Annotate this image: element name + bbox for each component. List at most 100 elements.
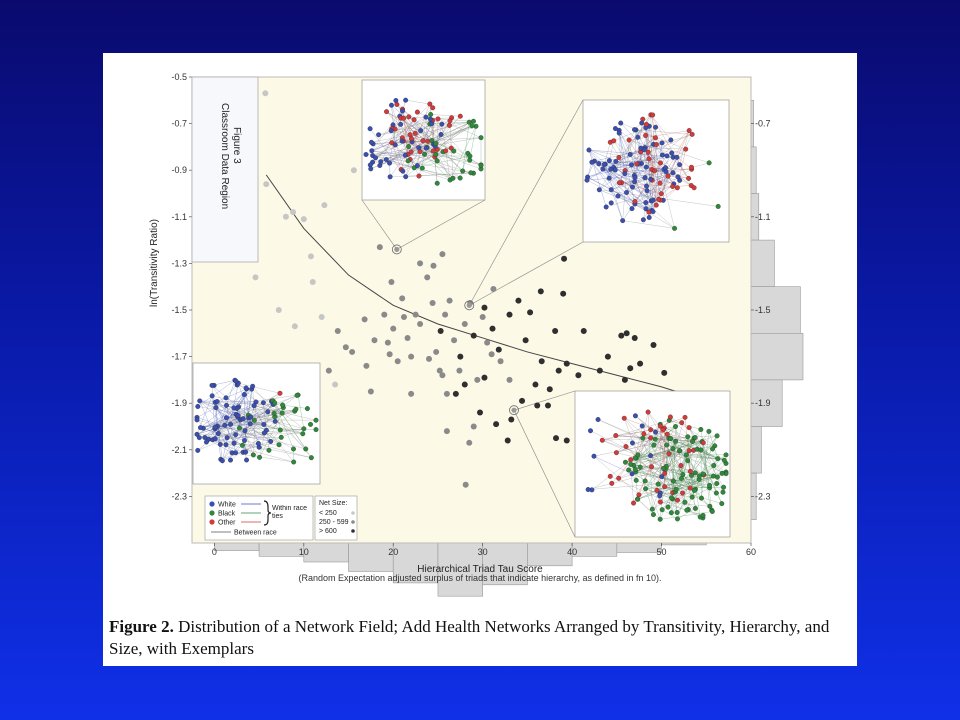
inset-node: [439, 121, 445, 127]
inset-node: [613, 158, 619, 164]
inset-edge: [417, 134, 442, 166]
inset-node: [434, 158, 440, 164]
inset-edge: [370, 103, 430, 166]
inset-node: [644, 188, 650, 194]
inset-node: [373, 155, 378, 161]
inset-node: [644, 183, 650, 189]
inset-node: [425, 138, 431, 144]
inset-node: [672, 225, 678, 231]
legend: White Black Other Within race ties Betwe…: [204, 495, 314, 541]
inset-node: [209, 393, 215, 399]
inset-node: [686, 175, 692, 181]
inset-node: [247, 421, 253, 427]
inset-node: [720, 489, 726, 495]
x-tick-label: 20: [388, 547, 398, 557]
y-tick-label: -0.7: [171, 119, 187, 129]
inset-node: [658, 160, 663, 166]
inset-node: [606, 158, 612, 164]
inset-edge: [378, 125, 450, 135]
scatter-point: [484, 339, 491, 346]
scatter-point: [275, 307, 282, 313]
inset-node: [250, 452, 256, 458]
inset-node: [603, 204, 609, 210]
scatter-point: [430, 262, 437, 269]
inset-node: [277, 390, 283, 396]
inset-node: [606, 175, 612, 181]
inset-node: [629, 206, 635, 212]
inset-edge: [609, 140, 614, 161]
inset-edge: [667, 465, 682, 508]
x-hist-bar: [571, 542, 618, 557]
inset-edge: [663, 187, 678, 201]
inset-edge: [668, 453, 674, 481]
scatter-point: [488, 351, 495, 358]
inset-node: [369, 148, 375, 154]
inset-node: [635, 134, 641, 140]
inset-node: [642, 175, 648, 181]
inset-edge: [629, 139, 672, 154]
inset-edge: [611, 149, 645, 190]
inset-node: [679, 420, 685, 426]
region-subtitle: Figure 3: [231, 127, 242, 164]
inset-edge: [670, 438, 674, 481]
inset-node: [723, 452, 729, 458]
inset-node: [710, 473, 716, 479]
y-tick-label: -0.9: [171, 165, 187, 175]
inset-node: [664, 442, 670, 448]
inset-node: [649, 464, 655, 470]
inset-edge: [628, 469, 710, 489]
inset-node: [714, 433, 720, 439]
scatter-point: [349, 348, 356, 355]
inset-node: [271, 410, 277, 416]
inset-edge: [244, 440, 312, 458]
inset-edge: [591, 162, 612, 190]
inset-node: [231, 440, 237, 446]
inset-node: [700, 512, 706, 518]
x-hist-bar: [258, 542, 305, 557]
inset-edge: [371, 150, 406, 156]
inset-node: [457, 113, 463, 119]
inset-node: [660, 427, 666, 433]
network-inset: [192, 362, 321, 485]
scatter-point: [560, 290, 567, 297]
size-bin-medium: 250 - 599: [319, 519, 349, 526]
scatter-point: [575, 372, 582, 379]
inset-node: [680, 490, 686, 496]
y-tick-label: -1.1: [171, 212, 187, 222]
inset-node: [469, 123, 475, 129]
exemplar-marker: [464, 300, 475, 311]
scatter-point: [552, 327, 559, 334]
y-axis-ticks: -0.5 -0.7 -0.9 -1.1 -1.3 -1.5 -1.7 -1.9 -2.1 -2.3: [171, 72, 192, 501]
inset-node: [242, 428, 248, 434]
inset-node: [233, 378, 239, 384]
inset-edge: [234, 380, 306, 450]
scatter-point: [442, 311, 449, 318]
scatter-point: [399, 295, 406, 302]
inset-node: [659, 152, 665, 158]
caption-label: Figure 2.: [109, 617, 174, 636]
inset-node: [402, 152, 408, 158]
inset-edge: [662, 130, 690, 156]
inset-edge: [424, 154, 451, 181]
exemplar-point: [394, 246, 400, 253]
inset-node: [643, 200, 649, 206]
inset-node: [632, 413, 638, 419]
inset-node: [624, 190, 630, 195]
inset-node: [639, 423, 645, 429]
inset-edge: [621, 182, 647, 209]
inset-edge: [650, 114, 672, 141]
inset-node: [642, 478, 648, 484]
x-histogram: [214, 542, 707, 597]
inset-node: [414, 163, 420, 169]
inset-node: [213, 405, 219, 411]
exemplar-marker: [391, 244, 402, 255]
scatter-point: [506, 376, 513, 383]
inset-node: [414, 109, 420, 115]
inset-edge: [237, 408, 295, 412]
inset-edge: [671, 460, 688, 513]
scatter-point: [443, 428, 450, 435]
inset-edge: [386, 111, 454, 179]
inset-node: [648, 435, 654, 441]
x-tick-label: 40: [567, 547, 577, 557]
scatter-point: [263, 181, 270, 188]
